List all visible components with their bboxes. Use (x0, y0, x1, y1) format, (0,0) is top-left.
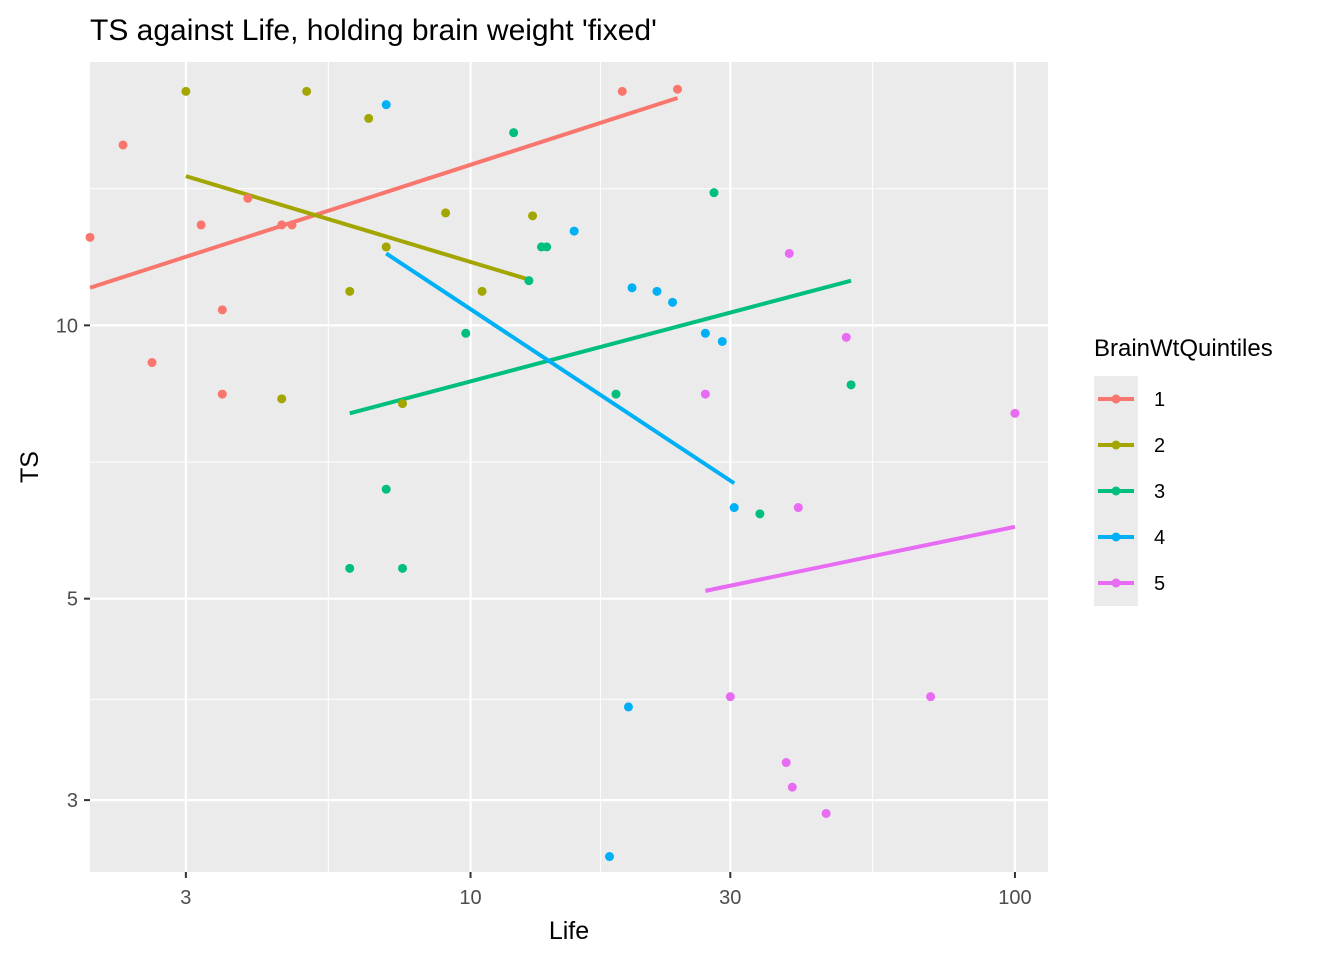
fit-line-5 (704, 524, 1016, 593)
data-point-3 (461, 328, 471, 338)
legend-key-point-5 (1111, 578, 1121, 588)
data-point-4 (623, 702, 633, 712)
data-point-1 (196, 220, 206, 230)
data-point-4 (627, 283, 637, 293)
x-tick-label: 30 (719, 887, 741, 909)
y-axis: 3 5 10 (56, 315, 90, 812)
data-point-5 (821, 808, 831, 818)
legend-key-point-2 (1111, 440, 1121, 450)
data-point-2 (398, 399, 408, 409)
data-point-4 (668, 297, 678, 307)
data-point-3 (509, 128, 519, 138)
data-point-4 (569, 226, 579, 236)
data-point-5 (784, 248, 794, 258)
data-point-2 (277, 394, 287, 404)
x-tick-label: 10 (459, 887, 481, 909)
data-point-1 (673, 84, 683, 94)
data-point-4 (652, 286, 662, 296)
y-tick-label: 3 (67, 790, 78, 812)
data-point-3 (611, 389, 621, 399)
legend: BrainWtQuintiles 1 2 3 4 5 (1094, 335, 1273, 606)
legend-key-point-1 (1111, 394, 1121, 404)
data-point-4 (605, 852, 615, 862)
data-point-1 (287, 220, 297, 230)
y-tick-label: 10 (56, 315, 78, 337)
data-point-3 (398, 563, 408, 573)
legend-title: BrainWtQuintiles (1094, 335, 1273, 362)
minor-gridlines (90, 62, 1048, 872)
data-point-3 (846, 380, 856, 390)
legend-label-3: 3 (1154, 481, 1165, 503)
data-point-1 (277, 220, 287, 230)
data-point-4 (717, 336, 727, 346)
x-axis: 3 10 30 100 (180, 872, 1032, 909)
data-point-2 (364, 113, 374, 123)
fit-line-4 (385, 251, 736, 485)
data-point-1 (85, 232, 95, 242)
data-point-5 (1010, 408, 1020, 418)
data-point-5 (781, 758, 791, 768)
data-point-4 (700, 328, 710, 338)
data-point-5 (841, 332, 851, 342)
data-point-5 (793, 503, 803, 513)
legend-items: 1 2 3 4 5 (1094, 376, 1165, 606)
data-point-1 (217, 305, 227, 315)
data-point-4 (729, 503, 739, 513)
data-point-2 (345, 286, 355, 296)
legend-key-point-4 (1111, 532, 1121, 542)
data-point-5 (725, 692, 735, 702)
fit-line-2 (185, 174, 534, 283)
chart-title: TS against Life, holding brain weight 'f… (90, 14, 657, 47)
fit-lines (89, 96, 1016, 593)
legend-label-1: 1 (1154, 389, 1165, 411)
data-point-2 (528, 211, 538, 221)
data-point-5 (700, 389, 710, 399)
data-point-3 (755, 509, 765, 519)
x-axis-title: Life (549, 917, 589, 945)
x-tick-label: 100 (998, 887, 1031, 909)
legend-label-4: 4 (1154, 527, 1165, 549)
data-point-3 (542, 242, 552, 252)
data-point-2 (477, 286, 487, 296)
data-point-1 (617, 86, 627, 96)
data-point-3 (709, 188, 719, 198)
legend-key-point-3 (1111, 486, 1121, 496)
plot-panel (90, 62, 1048, 872)
data-point-1 (217, 389, 227, 399)
data-points (85, 84, 1020, 862)
data-point-1 (118, 140, 128, 150)
data-point-5 (926, 692, 936, 702)
data-point-5 (787, 782, 797, 792)
y-tick-label: 5 (67, 589, 78, 611)
data-point-3 (345, 563, 355, 573)
data-point-2 (441, 208, 451, 218)
data-point-3 (524, 276, 534, 286)
x-tick-label: 3 (180, 887, 191, 909)
data-point-1 (147, 358, 157, 368)
y-axis-title: TS (16, 451, 44, 483)
data-point-2 (181, 86, 191, 96)
fit-line-1 (89, 96, 679, 290)
data-point-2 (302, 86, 312, 96)
data-point-4 (381, 100, 391, 110)
fit-line-3 (349, 278, 852, 416)
legend-label-5: 5 (1154, 573, 1165, 595)
legend-label-2: 2 (1154, 435, 1165, 457)
data-point-2 (381, 242, 391, 252)
data-point-1 (243, 193, 253, 203)
major-gridlines (90, 62, 1048, 872)
data-point-3 (381, 484, 391, 494)
